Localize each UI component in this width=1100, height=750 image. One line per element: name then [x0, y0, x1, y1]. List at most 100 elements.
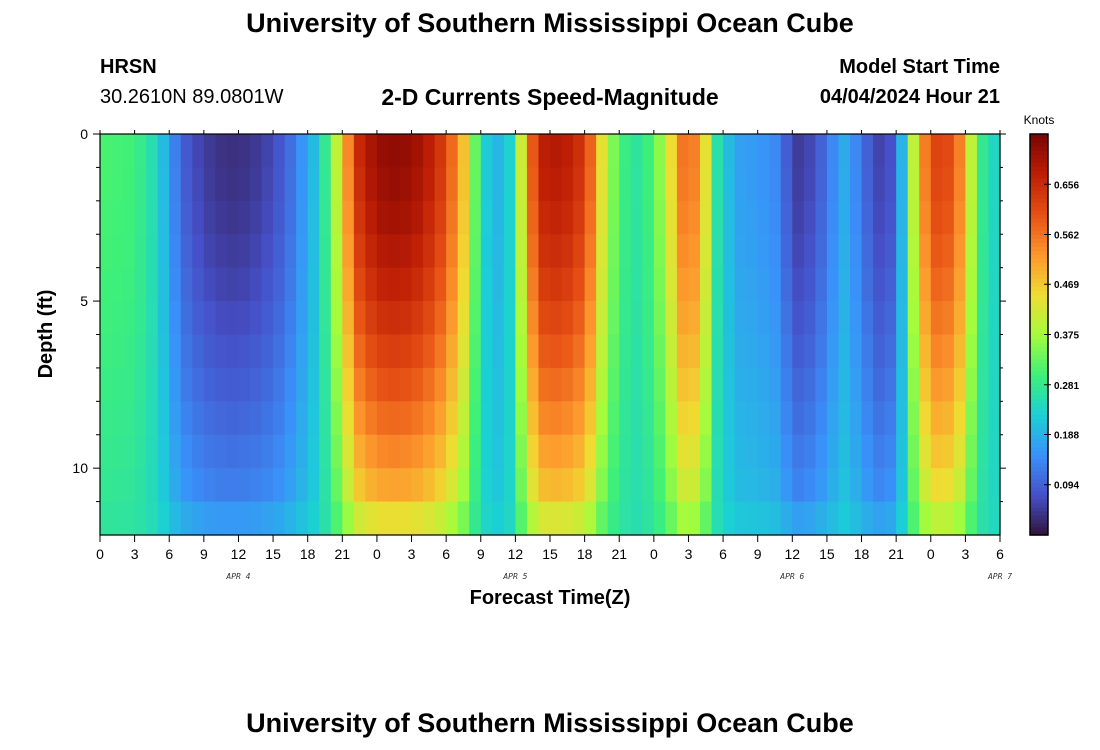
heatmap-cell	[400, 267, 413, 302]
heatmap-cell	[723, 200, 736, 235]
heatmap-cell	[111, 367, 124, 402]
heatmap-cell	[503, 468, 516, 503]
heatmap-cell	[838, 301, 851, 336]
colorbar-segment	[1030, 486, 1048, 492]
heatmap-cell	[469, 334, 482, 369]
heatmap-cell	[711, 401, 724, 436]
colorbar: 0.094 0.188 0.281 0.375 0.469 0.562 0.656 Knots	[1024, 113, 1079, 536]
heatmap-cell	[665, 134, 678, 169]
heatmap-cell	[215, 468, 228, 503]
heatmap-cell	[676, 167, 690, 202]
heatmap-cell	[434, 401, 447, 436]
heatmap-cell	[607, 401, 620, 436]
heatmap-cell	[976, 134, 990, 169]
heatmap-cell	[319, 200, 332, 235]
heatmap-cell	[734, 468, 747, 503]
heatmap-cell	[203, 200, 216, 235]
colorbar-segment	[1030, 442, 1048, 448]
colorbar-segment	[1030, 334, 1048, 340]
colorbar-segment	[1030, 494, 1048, 500]
heatmap-cell	[446, 468, 459, 503]
colorbar-segment	[1030, 330, 1048, 336]
heatmap-cell	[342, 434, 355, 469]
heatmap-cell	[596, 301, 609, 336]
colorbar-tick-label: 0.375	[1054, 331, 1079, 342]
heatmap-cell	[515, 401, 528, 436]
heatmap-cell	[526, 167, 540, 202]
colorbar-segment	[1030, 386, 1048, 392]
heatmap-cell	[134, 267, 147, 302]
heatmap-cell	[307, 234, 320, 269]
heatmap-cell	[273, 200, 286, 235]
colorbar-segment	[1030, 298, 1048, 304]
heatmap-cell	[492, 267, 505, 302]
colorbar-segment	[1030, 454, 1048, 460]
heatmap-cell	[873, 401, 886, 436]
heatmap-cell	[503, 434, 516, 469]
heatmap-cell	[111, 468, 124, 503]
heatmap-cell	[400, 434, 413, 469]
heatmap-cell	[111, 434, 124, 469]
heatmap-cell	[688, 401, 701, 436]
x-tick-label: 12	[231, 546, 247, 562]
heatmap-cell	[226, 367, 240, 402]
heatmap-cell	[365, 334, 378, 369]
heatmap-cell	[203, 434, 216, 469]
heatmap-cell	[376, 200, 390, 235]
heatmap-cell	[434, 501, 447, 536]
heatmap-cell	[550, 501, 563, 536]
heatmap-cell	[642, 367, 655, 402]
heatmap-cell	[953, 167, 966, 202]
heatmap-cell	[769, 167, 782, 202]
heatmap-cell	[607, 501, 620, 536]
heatmap-cell	[711, 200, 724, 235]
heatmap-cell	[538, 367, 551, 402]
heatmap-cell	[850, 401, 863, 436]
heatmap-cell	[873, 134, 886, 169]
heatmap-cell	[780, 200, 793, 235]
heatmap-cell	[884, 167, 897, 202]
heatmap-cell	[907, 501, 920, 536]
heatmap-cell	[953, 234, 966, 269]
heatmap-cell	[146, 334, 159, 369]
colorbar-segment	[1030, 450, 1048, 456]
heatmap-cell	[757, 434, 770, 469]
heatmap-cell	[388, 301, 401, 336]
heatmap-cell	[238, 334, 251, 369]
heatmap-cell	[792, 468, 805, 503]
heatmap-cell	[850, 301, 863, 336]
heatmap-cell	[700, 167, 713, 202]
x-tick-label: 15	[819, 546, 835, 562]
heatmap-cell	[330, 200, 343, 235]
heatmap-cell	[688, 200, 701, 235]
heatmap-cell	[250, 134, 263, 169]
heatmap-cell	[434, 334, 447, 369]
heatmap-cell	[388, 367, 401, 402]
heatmap-cell	[630, 468, 643, 503]
heatmap-cell	[376, 301, 390, 336]
heatmap-cell	[273, 501, 286, 536]
heatmap-cell	[469, 234, 482, 269]
heatmap-cell	[653, 468, 666, 503]
heatmap-cell	[123, 167, 136, 202]
heatmap-cell	[607, 468, 620, 503]
heatmap-cell	[988, 301, 1001, 336]
heatmap-cell	[411, 301, 424, 336]
heatmap-cell	[619, 468, 632, 503]
heatmap-cell	[492, 401, 505, 436]
colorbar-segment	[1030, 286, 1048, 291]
heatmap-cell	[653, 200, 666, 235]
heatmap-cell	[446, 301, 459, 336]
heatmap-cell	[930, 234, 943, 269]
heatmap-cell	[238, 167, 251, 202]
colorbar-segment	[1030, 490, 1048, 496]
heatmap-cell	[319, 401, 332, 436]
heatmap-cell	[203, 401, 216, 436]
heatmap-cell	[457, 267, 470, 302]
heatmap-cell	[503, 501, 516, 536]
colorbar-segment	[1030, 366, 1048, 372]
heatmap-cell	[584, 134, 597, 169]
x-tick-label: 3	[408, 546, 416, 562]
heatmap-cell	[446, 234, 459, 269]
heatmap-cell	[157, 200, 170, 235]
